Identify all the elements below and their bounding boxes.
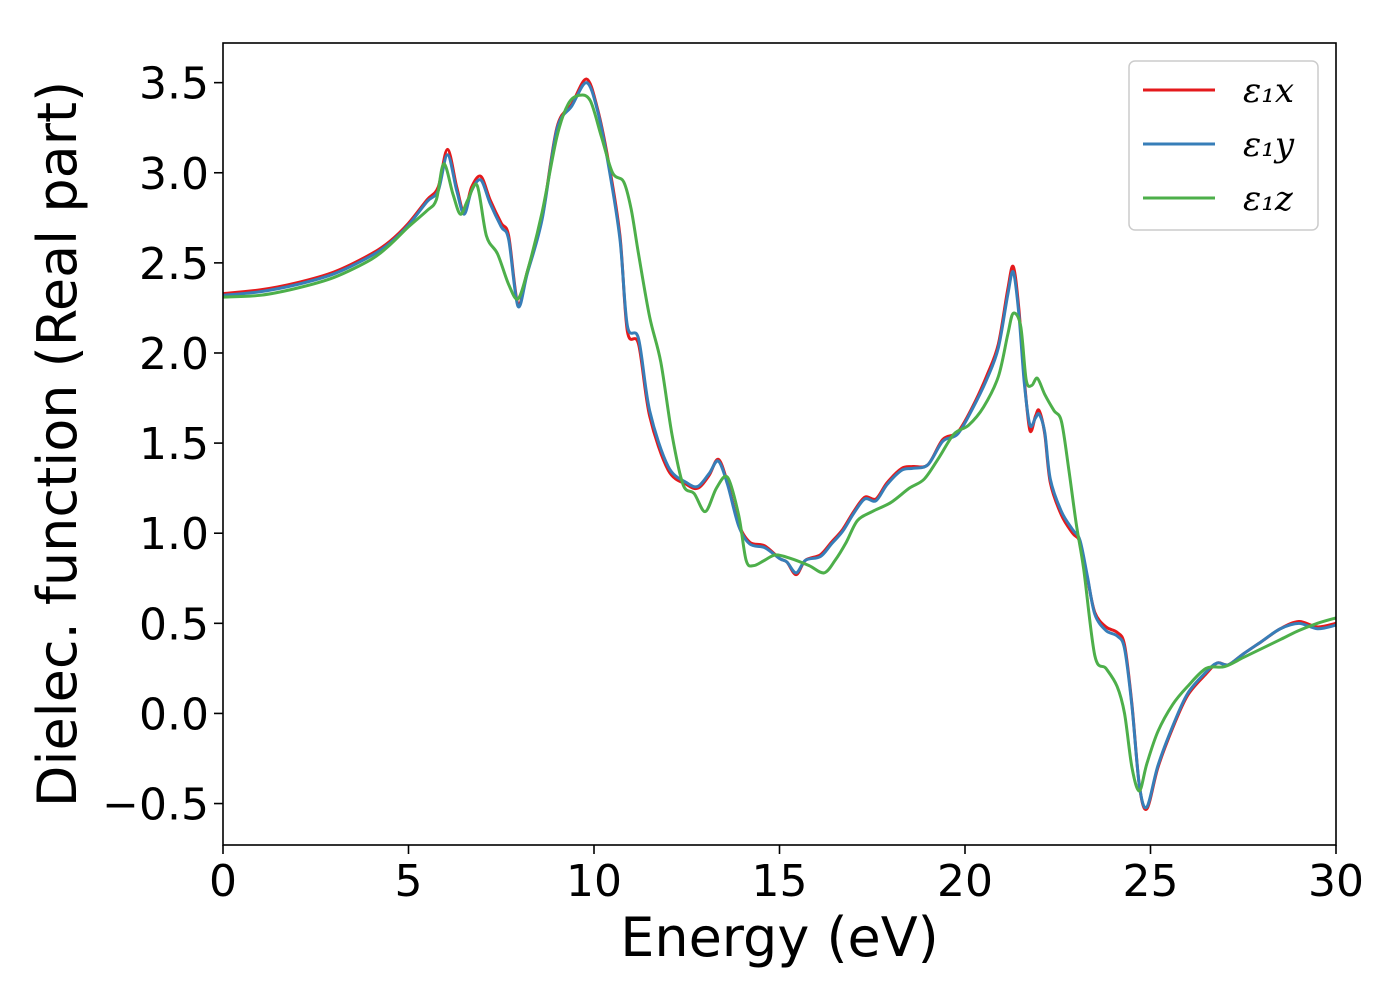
legend-label-1: ε₁x	[1243, 71, 1294, 111]
x-tick-label: 0	[209, 856, 237, 907]
legend-label-3: ε₁z	[1243, 179, 1294, 219]
series-layer	[223, 77, 1336, 811]
y-tick-label: 1.5	[139, 419, 209, 470]
series-line-3	[223, 93, 1336, 793]
series-line-2	[223, 81, 1336, 810]
legend: ε₁x ε₁y ε₁z	[1128, 60, 1319, 231]
x-axis: 0 5 10 15 20 25 30	[209, 845, 1364, 907]
x-tick-label: 20	[937, 856, 993, 907]
y-tick-label: 0.5	[139, 599, 209, 650]
x-tick-label: 5	[395, 856, 423, 907]
legend-items: ε₁x ε₁y ε₁z	[1143, 71, 1295, 219]
y-tick-label: 0.0	[139, 689, 209, 740]
x-axis-title: Energy (eV)	[620, 906, 939, 969]
y-tick-label: 3.0	[139, 149, 209, 200]
x-tick-label: 25	[1123, 856, 1179, 907]
y-tick-label: 2.5	[139, 239, 209, 290]
y-tick-label: 3.5	[139, 59, 209, 110]
x-tick-label: 15	[752, 856, 808, 907]
legend-label-2: ε₁y	[1243, 125, 1295, 165]
legend-box	[1128, 60, 1319, 231]
x-tick-label: 30	[1308, 856, 1364, 907]
x-tick-label: 10	[566, 856, 622, 907]
y-tick-label: −0.5	[102, 780, 209, 831]
y-tick-label: 1.0	[139, 509, 209, 560]
y-tick-label: 2.0	[139, 329, 209, 380]
y-axis: −0.5 0.0 0.5 1.0 1.5 2.0 2.5 3.0 3.5	[102, 59, 223, 831]
y-axis-title: Dielec. function (Real part)	[26, 81, 89, 807]
